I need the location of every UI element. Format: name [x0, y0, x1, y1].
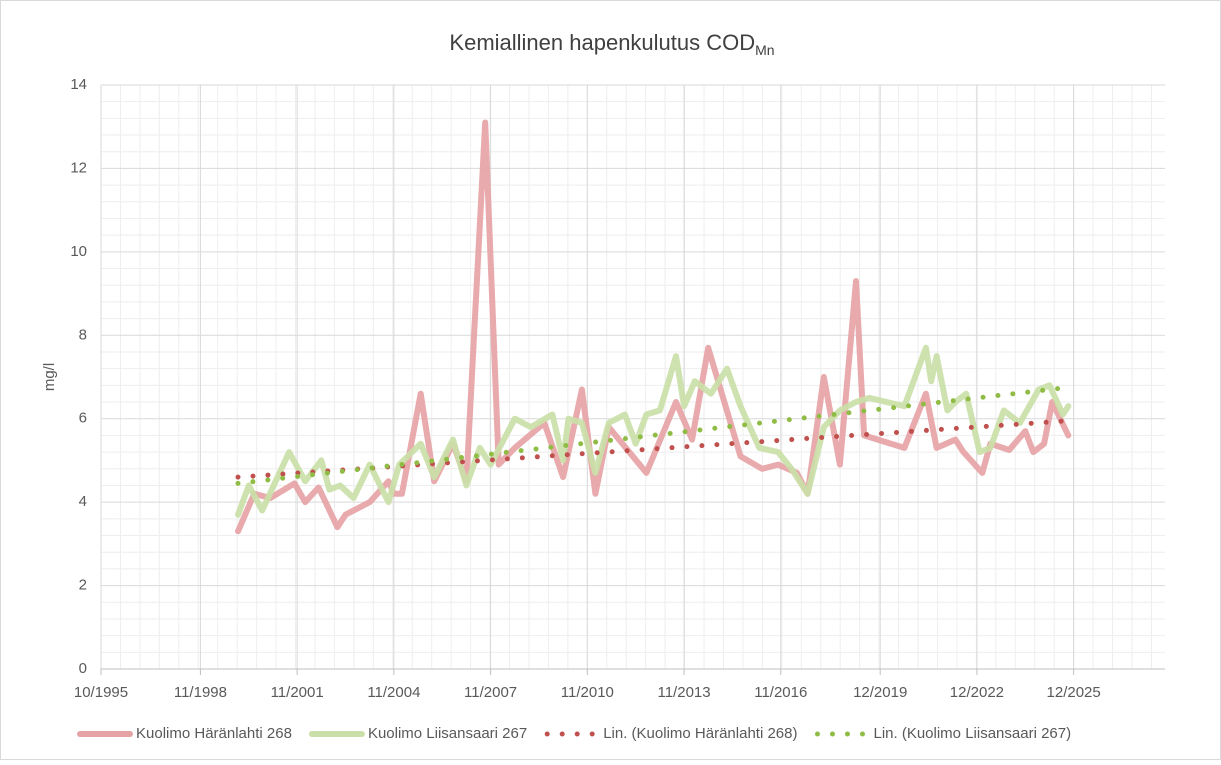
- x-tick-label: 11/1998: [174, 684, 227, 701]
- x-tick-label: 11/2007: [464, 684, 517, 701]
- x-tick-label: 12/2025: [1047, 684, 1101, 701]
- chart-title-group: Kemiallinen hapenkulutus CODMn: [449, 30, 774, 58]
- chart-title-subscript: Mn: [755, 42, 774, 58]
- legend-label: Kuolimo Liisansaari 267: [368, 725, 527, 742]
- y-axis-label: mg/l: [41, 363, 58, 391]
- grid: [100, 84, 1165, 670]
- x-tick-label: 11/2004: [367, 684, 420, 701]
- x-tick-label: 11/2013: [657, 684, 710, 701]
- series-line: [235, 119, 1072, 535]
- y-tick-label: 10: [70, 243, 87, 260]
- x-tick-label: 11/2010: [561, 684, 614, 701]
- x-tick-label: 11/2016: [754, 684, 807, 701]
- x-tick-label: 10/1995: [74, 684, 128, 701]
- y-tick-label: 4: [79, 493, 87, 510]
- y-tick-label: 2: [79, 577, 87, 594]
- legend: Kuolimo Häränlahti 268 Kuolimo Liisansaar…: [77, 725, 1071, 742]
- x-tick-label: 12/2022: [950, 684, 1004, 701]
- trend-line: [235, 384, 1071, 486]
- y-tick-label: 0: [79, 660, 87, 677]
- legend-label: Kuolimo Häränlahti 268: [136, 725, 292, 742]
- x-tick-label: 12/2019: [853, 684, 907, 701]
- y-tick-label: 6: [79, 410, 87, 427]
- legend-label: Lin. (Kuolimo Liisansaari 267): [873, 725, 1071, 742]
- y-tick-label: 8: [79, 326, 87, 343]
- x-tick-label: 11/2001: [271, 684, 324, 701]
- chart-title: Kemiallinen hapenkulutus COD: [449, 30, 755, 55]
- series-line: [235, 344, 1072, 518]
- y-tick-label: 14: [70, 76, 87, 93]
- y-tick-label: 12: [70, 159, 87, 176]
- legend-label: Lin. (Kuolimo Häränlahti 268): [603, 725, 797, 742]
